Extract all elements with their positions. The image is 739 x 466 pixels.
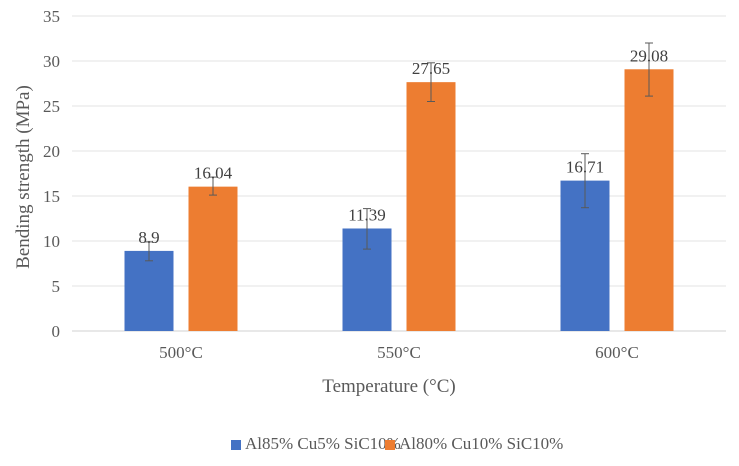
error-bars [145, 42, 653, 262]
legend-swatch-series-1 [231, 440, 241, 450]
y-tick-label: 10 [43, 232, 60, 251]
legend-label-series-2: Al80% Cu10% SiC10% [399, 434, 563, 453]
y-tick-label: 25 [43, 97, 60, 116]
x-axis-title: Temperature (°C) [322, 376, 455, 397]
legend-label-series-1: Al85% Cu5% SiC10% [245, 434, 401, 453]
y-tick-label: 35 [43, 7, 60, 26]
gridlines [72, 15, 726, 332]
y-tick-label: 20 [43, 142, 60, 161]
bar-series-1 [124, 250, 174, 331]
y-tick-label: 30 [43, 52, 60, 71]
y-tick-label: 15 [43, 187, 60, 206]
data-label: 27.65 [412, 59, 450, 78]
data-label: 29.08 [630, 46, 668, 65]
data-label: 11.39 [348, 205, 386, 224]
x-tick-label: 550°C [377, 343, 421, 362]
legend: Al85% Cu5% SiC10% Al80% Cu10% SiC10% [231, 434, 563, 453]
bar-series-2 [406, 82, 456, 332]
bar-series-2 [624, 69, 674, 331]
data-label: 16.71 [566, 158, 604, 177]
bars [124, 69, 674, 332]
y-tick-label: 5 [52, 277, 61, 296]
data-label: 8.9 [138, 228, 159, 247]
bar-series-2 [188, 186, 238, 331]
x-tick-label: 600°C [595, 343, 639, 362]
data-label: 16.04 [194, 164, 233, 183]
x-axis-ticks: 500°C 550°C 600°C [159, 343, 639, 362]
x-tick-label: 500°C [159, 343, 203, 362]
y-axis-title: Bending strength (MPa) [13, 85, 34, 269]
data-labels: 8.9 16.04 11.39 27.65 16.71 29.08 [138, 46, 668, 247]
y-tick-label: 0 [52, 322, 61, 341]
y-axis-ticks: 0 5 10 15 20 25 30 35 [43, 7, 60, 341]
legend-swatch-series-2 [385, 440, 395, 450]
